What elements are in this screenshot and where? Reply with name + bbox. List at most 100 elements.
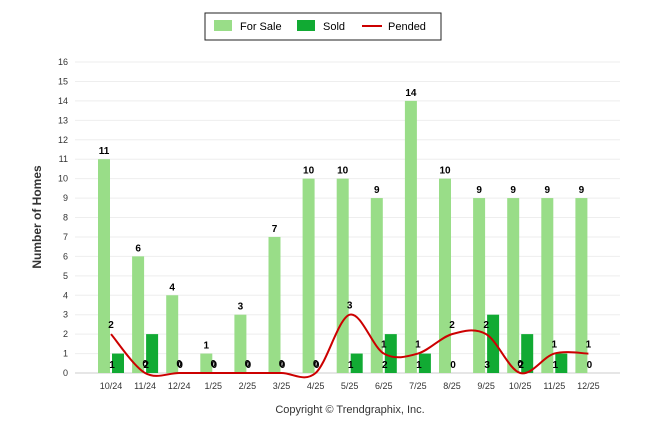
x-tick-label: 3/25 xyxy=(273,381,291,391)
data-label-for-sale: 6 xyxy=(135,243,141,254)
y-tick-label: 3 xyxy=(63,310,68,320)
y-tick-label: 10 xyxy=(58,174,68,184)
bar-for-sale xyxy=(98,159,110,373)
y-axis-label: Number of Homes xyxy=(30,165,44,269)
data-label-sold: 1 xyxy=(109,360,115,371)
data-label-sold: 0 xyxy=(450,360,456,371)
y-tick-label: 8 xyxy=(63,213,68,223)
data-label-pended: 2 xyxy=(483,320,489,331)
x-tick-label: 6/25 xyxy=(375,381,393,391)
legend: For Sale Sold Pended xyxy=(204,12,442,41)
x-tick-label: 2/25 xyxy=(239,381,257,391)
y-tick-label: 16 xyxy=(58,57,68,67)
data-label-sold: 0 xyxy=(177,360,183,371)
data-label-sold: 1 xyxy=(348,360,354,371)
x-tick-label: 12/24 xyxy=(168,381,191,391)
data-label-for-sale: 9 xyxy=(545,185,551,196)
bar-sold xyxy=(350,353,363,373)
legend-box xyxy=(204,12,442,41)
x-tick-label: 8/25 xyxy=(443,381,461,391)
data-label-sold: 0 xyxy=(280,360,286,371)
bar-for-sale xyxy=(302,178,315,373)
x-tick-label: 4/25 xyxy=(307,381,325,391)
bar-for-sale xyxy=(541,198,554,373)
data-label-sold: 0 xyxy=(587,360,593,371)
data-label-for-sale: 1 xyxy=(204,341,210,352)
x-tick-label: 10/25 xyxy=(509,381,532,391)
data-label-sold: 0 xyxy=(314,360,320,371)
data-label-pended: 1 xyxy=(415,340,421,351)
data-label-for-sale: 10 xyxy=(303,166,315,177)
bar-sold xyxy=(384,334,397,373)
data-label-pended: 0 xyxy=(245,359,251,370)
pended-line-layer xyxy=(110,313,589,379)
legend-swatch-for-sale xyxy=(214,20,232,31)
bar-for-sale xyxy=(370,198,383,373)
legend-label-pended: Pended xyxy=(388,21,426,33)
bar-sold xyxy=(521,334,534,373)
data-label-sold: 1 xyxy=(416,360,422,371)
y-tick-label: 5 xyxy=(63,271,68,281)
data-label-pended: 2 xyxy=(449,320,455,331)
data-label-sold: 1 xyxy=(553,360,559,371)
bar-for-sale xyxy=(473,198,486,373)
data-label-pended: 0 xyxy=(211,359,217,370)
x-tick-label: 12/25 xyxy=(577,381,600,391)
data-label-for-sale: 7 xyxy=(272,224,278,235)
x-tick-label: 11/25 xyxy=(543,381,565,391)
bar-for-sale xyxy=(200,353,213,373)
line-pended xyxy=(110,313,589,379)
y-tick-label: 13 xyxy=(58,115,68,125)
y-tick-label: 12 xyxy=(58,135,68,145)
data-label-for-sale: 9 xyxy=(374,185,380,196)
y-tick-label: 11 xyxy=(59,154,68,164)
data-label-pended: 1 xyxy=(552,340,558,351)
legend-swatch-sold xyxy=(297,20,315,31)
bar-for-sale xyxy=(166,295,179,373)
y-tick-label: 4 xyxy=(63,290,68,300)
data-label-pended: 0 xyxy=(142,359,148,370)
x-tick-label: 5/25 xyxy=(341,381,359,391)
bar-for-sale xyxy=(268,236,281,373)
data-label-sold: 2 xyxy=(518,360,524,371)
data-label-for-sale: 9 xyxy=(510,185,516,196)
data-label-sold: 2 xyxy=(143,360,149,371)
bar-for-sale xyxy=(132,256,145,373)
data-label-for-sale: 11 xyxy=(99,146,110,157)
bar-for-sale xyxy=(439,178,451,373)
bar-for-sale xyxy=(404,100,417,373)
bar-sold xyxy=(487,314,500,373)
data-label-for-sale: 9 xyxy=(579,185,585,196)
copyright-footer: Copyright © Trendgraphix, Inc. xyxy=(275,404,424,416)
data-label-for-sale: 10 xyxy=(439,166,451,177)
x-tick-label: 10/24 xyxy=(100,381,123,391)
bar-for-sale xyxy=(575,198,588,373)
y-tick-label: 1 xyxy=(63,349,68,359)
bars xyxy=(98,100,588,373)
bar-for-sale xyxy=(234,314,247,373)
bar-for-sale xyxy=(507,198,520,373)
x-tick-label: 9/25 xyxy=(477,381,495,391)
y-tick-label: 15 xyxy=(58,76,68,86)
data-label-sold: 0 xyxy=(212,360,218,371)
legend-label-sold: Sold xyxy=(323,21,345,33)
data-label-sold: 3 xyxy=(484,360,490,371)
data-label-pended: 2 xyxy=(108,320,114,331)
x-tick-label: 1/25 xyxy=(205,381,223,391)
data-label-for-sale: 10 xyxy=(337,166,349,177)
data-label-pended: 0 xyxy=(279,359,285,370)
y-tick-label: 6 xyxy=(63,251,68,261)
data-label-sold: 2 xyxy=(382,360,388,371)
y-tick-label: 2 xyxy=(63,329,68,339)
bar-sold xyxy=(112,353,124,373)
data-label-for-sale: 3 xyxy=(238,302,244,313)
legend-label-for-sale: For Sale xyxy=(240,21,282,33)
data-label-for-sale: 4 xyxy=(169,282,175,293)
data-label-pended: 1 xyxy=(381,340,387,351)
data-label-for-sale: 9 xyxy=(476,185,482,196)
y-tick-label: 14 xyxy=(58,96,68,106)
bar-sold xyxy=(146,334,159,373)
